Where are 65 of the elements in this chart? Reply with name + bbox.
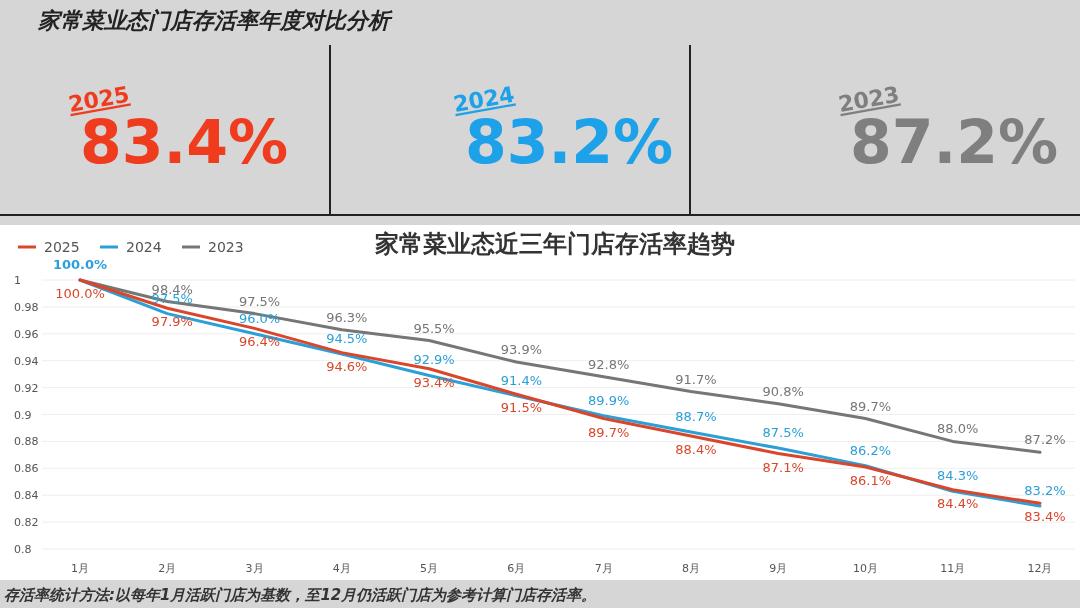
data-label: 83.4% [1024,509,1066,525]
data-label: 88.0% [937,421,979,437]
data-label: 88.4% [675,442,717,458]
data-label: 87.2% [1024,432,1066,448]
text: 家常菜业态门店存活率年度对比分析 [37,8,393,33]
data-label: 87.1% [762,459,804,475]
y-tick-label: 0.84 [14,489,39,503]
data-label: 100.0% [55,286,105,301]
y-tick-label: 0.92 [14,381,39,395]
x-tick-label: 7月 [594,562,613,575]
legend-label: 2023 [208,239,244,255]
data-label: 87.5% [762,425,804,441]
x-tick-label: 1月 [71,562,89,575]
data-label: 94.5% [326,330,368,346]
data-label: 90.8% [762,383,804,399]
data-label: 95.5% [413,320,455,336]
data-label: 94.6% [326,358,368,374]
category-label: 2023 [836,81,902,117]
data-label: 97.5% [238,293,281,309]
data-label: 89.7% [587,424,630,440]
data-label: 86.1% [849,472,892,488]
y-tick-label: 0.86 [14,462,39,476]
data-label: 96.4% [238,334,281,350]
data-label: 93.4% [413,374,455,390]
y-tick-label: 0.94 [14,354,39,368]
x-tick-label: 10月 [852,562,878,575]
legend-label: 2025 [44,239,80,255]
data-label: 86.2% [849,442,892,458]
legend-label: 2024 [126,239,162,255]
chart-title: 家常菜业态近三年门店存活率趋势 [374,230,735,258]
y-tick-label: 0.9 [14,408,32,422]
x-tick-label: 9月 [769,562,788,575]
data-label: 84.3% [937,468,979,484]
y-tick-label: 0.88 [14,435,39,449]
y-tick-label: 0.96 [14,327,39,341]
data-label: 88.7% [675,408,717,424]
data-label: 83.2% [1024,482,1066,498]
x-tick-label: 12月 [1027,562,1053,575]
text: 存活率统计方法:以每年1月活跃门店为基数，至12月仍活跃门店为参考计算门店存活率。 [4,586,597,604]
x-tick-label: 5月 [420,562,439,575]
data-label: 91.4% [500,372,543,388]
y-tick-label: 0.8 [14,543,32,556]
data-label: 97.9% [151,314,193,330]
data-label: 92.9% [413,352,455,368]
category-label: 2024 [451,81,517,117]
x-tick-label: 2月 [158,562,177,575]
x-tick-label: 4月 [332,562,351,575]
y-tick-label: 0.82 [14,516,39,530]
category-label: 2025 [66,81,132,117]
data-label: 91.7% [675,371,717,387]
data-label: 84.4% [937,495,979,511]
data-label: 92.8% [587,356,630,372]
data-label: 96.0% [238,310,281,326]
x-tick-label: 3月 [245,562,264,575]
data-label: 89.9% [587,392,630,408]
data-label: 89.7% [849,398,892,414]
x-tick-label: 8月 [681,562,700,575]
data-label: 93.9% [500,342,543,358]
x-tick-label: 6月 [507,562,526,575]
data-label: 96.3% [326,309,368,325]
x-tick-label: 11月 [940,562,966,575]
data-label: 91.5% [500,400,543,416]
data-label: 100.0% [52,257,108,272]
y-tick-label: 1 [14,274,21,287]
y-tick-label: 0.98 [14,300,39,314]
